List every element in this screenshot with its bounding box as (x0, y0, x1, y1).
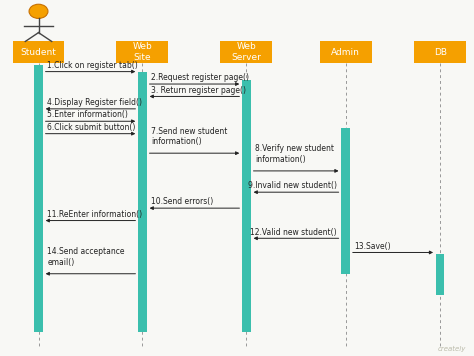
Text: Web
Server: Web Server (231, 42, 261, 62)
Text: 5.Enter information(): 5.Enter information() (47, 110, 128, 120)
Text: 1.Click on register tab(): 1.Click on register tab() (47, 61, 138, 70)
Bar (319, 42, 372, 63)
Bar (341, 129, 350, 274)
Bar (436, 254, 445, 295)
Text: 12.Valid new student(): 12.Valid new student() (250, 227, 337, 236)
Text: 8.Verify new student
information(): 8.Verify new student information() (255, 145, 335, 164)
Bar (242, 80, 251, 332)
Circle shape (29, 4, 48, 19)
Bar (12, 42, 64, 63)
Text: DB: DB (434, 48, 447, 57)
Bar (117, 42, 168, 63)
Text: creately: creately (438, 346, 466, 352)
Text: Student: Student (20, 48, 56, 57)
Text: Web
Site: Web Site (133, 42, 152, 62)
Text: 3. Return register page(): 3. Return register page() (152, 86, 246, 95)
Text: 13.Save(): 13.Save() (355, 242, 392, 251)
Bar (220, 42, 273, 63)
Text: 9.Invalid new student(): 9.Invalid new student() (248, 182, 337, 190)
Bar (138, 72, 147, 332)
Text: 10.Send errors(): 10.Send errors() (152, 197, 214, 206)
Text: 14.Send acceptance
email(): 14.Send acceptance email() (47, 247, 125, 267)
Bar (414, 42, 466, 63)
Text: 2.Request register page(): 2.Request register page() (152, 73, 249, 82)
Text: Admin: Admin (331, 48, 360, 57)
Text: 4.Display Register field(): 4.Display Register field() (47, 98, 143, 107)
Text: 6.Click submit button(): 6.Click submit button() (47, 123, 136, 132)
Text: 11.ReEnter information(): 11.ReEnter information() (47, 210, 143, 219)
Text: 7.Send new student
information(): 7.Send new student information() (152, 127, 228, 146)
Bar (34, 64, 43, 332)
